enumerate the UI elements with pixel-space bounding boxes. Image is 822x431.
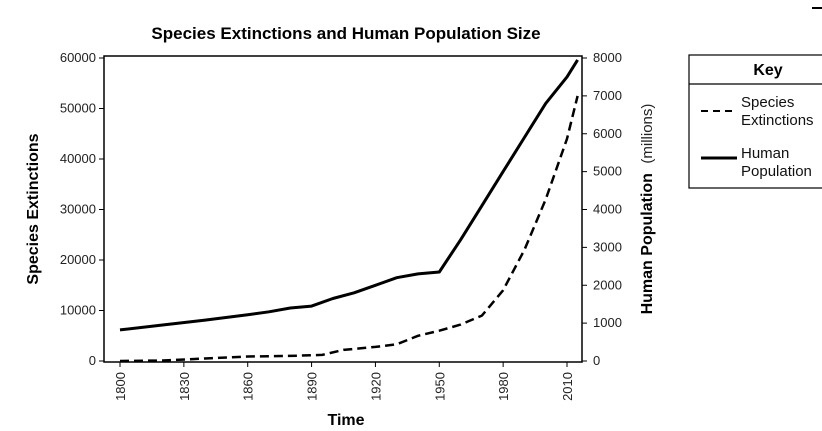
legend-label-extinctions: Species Extinctions [741, 94, 814, 129]
legend-label-extinctions-line2: Extinctions [741, 112, 814, 129]
right-axis-title-main: Human Population [639, 173, 656, 314]
x-tick-label: 1920 [368, 372, 383, 401]
x-tick-label: 1860 [241, 372, 256, 401]
legend: Key Species Extinctions Human Population [688, 54, 822, 189]
left-tick-label: 20000 [60, 252, 96, 267]
right-tick-label: 2000 [593, 277, 622, 292]
left-tick-label: 0 [89, 353, 96, 368]
x-tick-label: 1890 [305, 372, 320, 401]
right-axis-title: Human Population (millions) [639, 104, 656, 315]
right-tick-label: 3000 [593, 239, 622, 254]
right-tick-label: 4000 [593, 202, 622, 217]
series-line-species-extinctions [119, 95, 579, 363]
left-tick-label: 10000 [60, 303, 96, 318]
x-tick-label: 1800 [113, 372, 128, 401]
right-axis: 0 1000 2000 3000 4000 5000 6000 7000 8000 [582, 50, 622, 368]
legend-label-population-line1: Human [741, 145, 789, 162]
left-tick-label: 40000 [60, 151, 96, 166]
left-tick-label: 50000 [60, 101, 96, 116]
x-axis: 1800 1830 1860 1890 1920 1950 1980 2010 [113, 362, 575, 401]
legend-label-population: Human Population [741, 145, 812, 180]
left-axis: 0 10000 20000 30000 40000 50000 60000 [60, 50, 104, 368]
legend-title: Key [753, 62, 782, 79]
right-axis-title-unit: (millions) [639, 104, 656, 164]
legend-label-population-line2: Population [741, 163, 812, 180]
x-axis-title: Time [327, 412, 364, 429]
left-axis-title: Species Extinctions [25, 133, 42, 284]
left-tick-label: 30000 [60, 202, 96, 217]
chart-title: Species Extinctions and Human Population… [151, 24, 540, 43]
right-tick-label: 5000 [593, 164, 622, 179]
x-tick-label: 1950 [432, 372, 447, 401]
plot-frame [103, 55, 583, 363]
legend-frame [688, 54, 822, 189]
legend-label-extinctions-line1: Species [741, 94, 794, 111]
right-tick-label: 7000 [593, 88, 622, 103]
right-tick-label: 6000 [593, 126, 622, 141]
x-tick-label: 2010 [560, 372, 575, 401]
series-layer [119, 59, 579, 363]
right-tick-label: 1000 [593, 315, 622, 330]
left-tick-label: 60000 [60, 50, 96, 65]
right-tick-label: 0 [593, 353, 600, 368]
series-line-human-population [119, 59, 579, 332]
x-tick-label: 1980 [496, 372, 511, 401]
x-tick-label: 1830 [177, 372, 192, 401]
right-tick-label: 8000 [593, 50, 622, 65]
